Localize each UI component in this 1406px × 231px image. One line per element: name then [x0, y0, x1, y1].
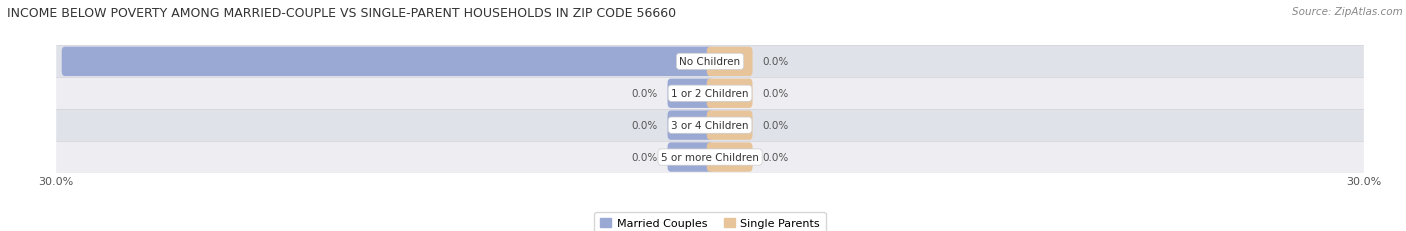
FancyBboxPatch shape	[707, 47, 752, 77]
FancyBboxPatch shape	[707, 79, 752, 109]
Text: 29.6%: 29.6%	[18, 57, 53, 67]
Text: 0.0%: 0.0%	[762, 57, 789, 67]
FancyBboxPatch shape	[56, 110, 1364, 141]
Text: INCOME BELOW POVERTY AMONG MARRIED-COUPLE VS SINGLE-PARENT HOUSEHOLDS IN ZIP COD: INCOME BELOW POVERTY AMONG MARRIED-COUPL…	[7, 7, 676, 20]
Text: No Children: No Children	[679, 57, 741, 67]
Text: 3 or 4 Children: 3 or 4 Children	[671, 121, 749, 131]
FancyBboxPatch shape	[56, 78, 1364, 110]
FancyBboxPatch shape	[668, 143, 713, 172]
Text: 5 or more Children: 5 or more Children	[661, 152, 759, 162]
Text: 0.0%: 0.0%	[762, 152, 789, 162]
Text: 0.0%: 0.0%	[762, 89, 789, 99]
FancyBboxPatch shape	[707, 111, 752, 140]
Text: Source: ZipAtlas.com: Source: ZipAtlas.com	[1292, 7, 1403, 17]
Text: 0.0%: 0.0%	[631, 152, 658, 162]
FancyBboxPatch shape	[668, 79, 713, 109]
Text: 0.0%: 0.0%	[631, 121, 658, 131]
FancyBboxPatch shape	[707, 143, 752, 172]
FancyBboxPatch shape	[668, 111, 713, 140]
Text: 0.0%: 0.0%	[631, 89, 658, 99]
FancyBboxPatch shape	[56, 46, 1364, 78]
FancyBboxPatch shape	[56, 141, 1364, 173]
FancyBboxPatch shape	[62, 47, 713, 77]
Legend: Married Couples, Single Parents: Married Couples, Single Parents	[595, 212, 825, 231]
Text: 1 or 2 Children: 1 or 2 Children	[671, 89, 749, 99]
Text: 0.0%: 0.0%	[762, 121, 789, 131]
